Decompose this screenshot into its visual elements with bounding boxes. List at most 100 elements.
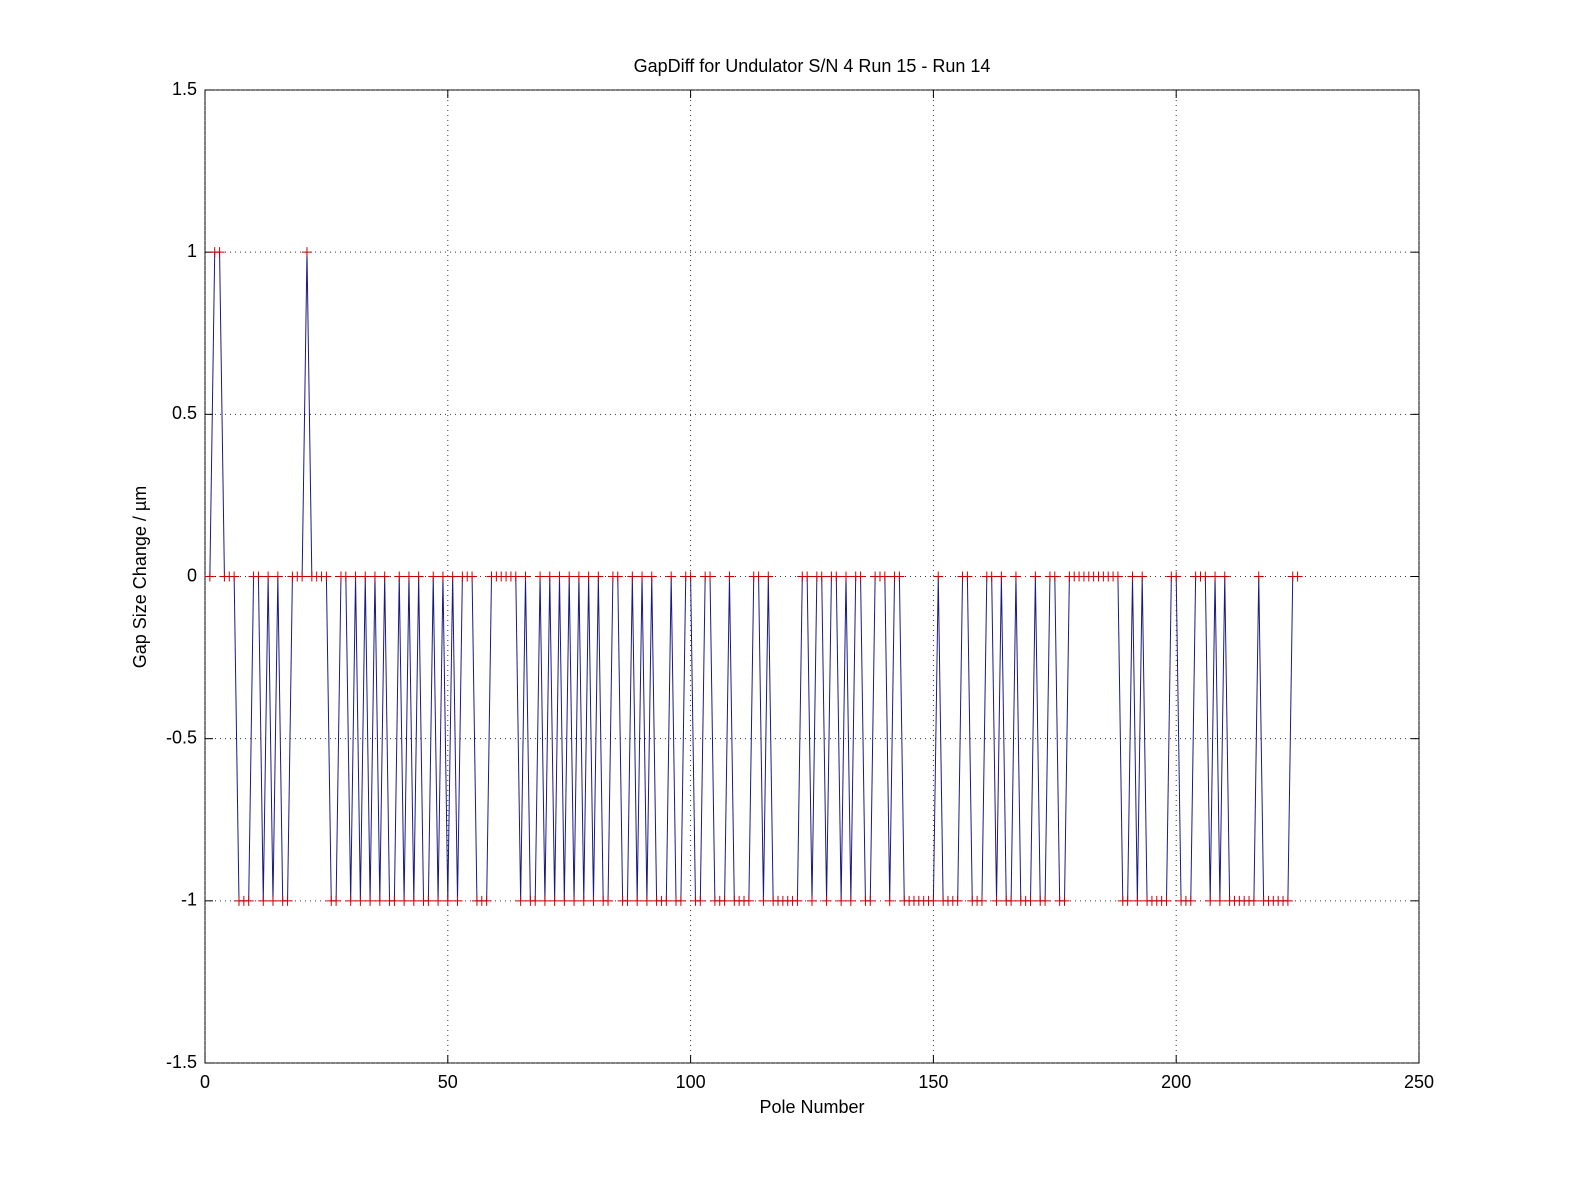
data-marker	[578, 895, 589, 906]
data-marker	[243, 895, 254, 906]
data-marker	[559, 895, 570, 906]
data-marker	[933, 571, 944, 582]
data-marker	[564, 571, 575, 582]
y-tick-label: -0.5	[166, 727, 197, 747]
data-marker	[695, 895, 706, 906]
x-tick-label: 50	[438, 1072, 458, 1092]
data-marker	[641, 895, 652, 906]
data-marker	[433, 895, 444, 906]
data-marker	[879, 571, 890, 582]
data-marker	[991, 895, 1002, 906]
data-marker	[1049, 571, 1060, 582]
x-tick-label: 200	[1161, 1072, 1191, 1092]
data-marker	[855, 571, 866, 582]
data-marker	[345, 895, 356, 906]
data-marker	[1112, 571, 1123, 582]
data-marker	[612, 571, 623, 582]
data-marker	[724, 571, 735, 582]
data-marker	[510, 571, 521, 582]
data-marker	[569, 895, 580, 906]
data-marker	[394, 571, 405, 582]
data-marker	[603, 895, 614, 906]
data-marker	[807, 895, 817, 906]
data-marker	[743, 895, 754, 906]
data-marker	[675, 895, 686, 906]
data-marker	[928, 895, 939, 906]
y-tick-label: 1	[187, 241, 197, 261]
data-marker	[1025, 895, 1036, 906]
data-marker	[758, 895, 769, 906]
data-marker	[452, 895, 463, 906]
data-marker	[297, 571, 308, 582]
x-tick-label: 0	[200, 1072, 210, 1092]
data-marker	[447, 571, 458, 582]
data-marker	[1292, 571, 1303, 582]
data-marker	[423, 895, 434, 906]
data-marker	[1006, 895, 1017, 906]
y-tick-label: -1	[181, 890, 197, 910]
data-marker	[1205, 895, 1216, 906]
data-marker	[836, 895, 847, 906]
data-marker	[1185, 895, 1196, 906]
data-marker	[1030, 571, 1041, 582]
data-marker	[705, 571, 716, 582]
data-marker	[554, 571, 565, 582]
data-marker	[1137, 571, 1148, 582]
data-marker	[719, 895, 730, 906]
data-marker	[442, 895, 453, 906]
x-axis-label: Pole Number	[759, 1097, 864, 1117]
data-marker	[229, 571, 240, 582]
data-marker	[1200, 571, 1211, 582]
data-marker	[816, 571, 827, 582]
data-marker	[1010, 571, 1021, 582]
data-marker	[258, 895, 269, 906]
y-tick-label: 0	[187, 565, 197, 585]
data-marker	[1122, 895, 1133, 906]
data-marker	[845, 895, 856, 906]
data-marker	[301, 247, 312, 258]
data-marker	[962, 571, 973, 582]
y-tick-label: 0.5	[172, 403, 197, 423]
data-marker	[840, 571, 851, 582]
data-marker	[986, 571, 997, 582]
data-marker	[253, 571, 264, 582]
data-marker	[360, 571, 371, 582]
data-marker	[646, 571, 657, 582]
data-marker	[1161, 895, 1172, 906]
data-marker	[996, 571, 1007, 582]
chart-title: GapDiff for Undulator S/N 4 Run 15 - Run…	[634, 56, 991, 76]
data-marker	[884, 895, 895, 906]
data-marker	[583, 571, 594, 582]
data-marker	[865, 895, 876, 906]
data-marker	[666, 571, 677, 582]
data-marker	[204, 571, 215, 582]
data-marker	[428, 571, 439, 582]
data-marker	[350, 571, 361, 582]
x-tick-label: 150	[918, 1072, 948, 1092]
data-marker	[1210, 571, 1221, 582]
data-marker	[481, 895, 492, 906]
data-marker	[821, 895, 832, 906]
data-marker	[685, 571, 696, 582]
data-marker	[1253, 571, 1264, 582]
data-marker	[282, 895, 293, 906]
data-marker	[622, 895, 633, 906]
data-marker	[1132, 895, 1143, 906]
y-tick-label: 1.5	[172, 79, 197, 99]
data-marker	[1214, 895, 1225, 906]
data-marker	[1059, 895, 1070, 906]
data-marker	[1171, 571, 1182, 582]
data-marker	[544, 571, 555, 582]
data-marker	[661, 895, 672, 906]
y-axis-label: Gap Size Change / µm	[130, 486, 150, 668]
y-tick-label: -1.5	[166, 1052, 197, 1072]
data-marker	[894, 571, 905, 582]
data-marker	[389, 895, 400, 906]
data-marker	[1248, 895, 1259, 906]
data-marker	[413, 571, 424, 582]
data-marker	[374, 895, 385, 906]
data-marker	[403, 571, 414, 582]
data-marker	[632, 895, 643, 906]
